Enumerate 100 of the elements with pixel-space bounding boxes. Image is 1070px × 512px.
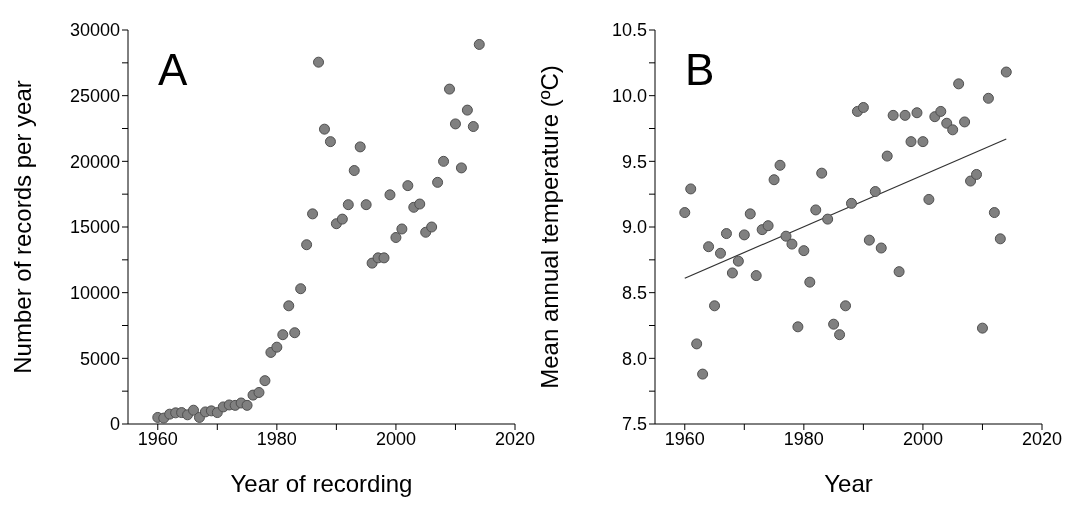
point <box>816 167 828 179</box>
point <box>863 234 875 246</box>
point <box>869 186 881 198</box>
point <box>709 300 721 312</box>
x-tick-label: 2020 <box>1021 428 1063 449</box>
y-tick-label: 10.5 <box>611 20 647 41</box>
point <box>941 117 953 129</box>
point <box>1000 66 1012 78</box>
point <box>348 165 360 177</box>
annotation: A <box>158 45 188 94</box>
point <box>432 176 444 188</box>
point <box>259 375 271 387</box>
point <box>834 329 846 341</box>
x-axis-title: Year of recording <box>230 470 413 497</box>
point <box>792 321 804 333</box>
point <box>947 124 959 136</box>
y-tick-label: 25000 <box>69 86 120 107</box>
point <box>295 283 307 295</box>
point <box>414 198 426 210</box>
x-tick-label: 1980 <box>783 428 824 449</box>
y-tick-label: 9.5 <box>621 151 647 172</box>
point <box>313 56 325 68</box>
point <box>976 322 988 334</box>
y-tick-label: 9.0 <box>621 217 647 238</box>
x-tick-label: 2000 <box>902 428 943 449</box>
y-tick-label: 15000 <box>69 217 120 238</box>
point <box>307 208 319 220</box>
point <box>780 230 792 242</box>
point <box>959 116 971 128</box>
point <box>277 329 289 341</box>
point <box>905 136 917 148</box>
point <box>473 38 485 50</box>
y-tick-label: 10.0 <box>611 86 647 107</box>
point <box>253 386 265 398</box>
y-tick-label: 20000 <box>69 151 120 172</box>
point <box>336 213 348 225</box>
y-tick-label: 5000 <box>79 348 120 369</box>
point <box>384 189 396 201</box>
point <box>857 101 869 113</box>
point <box>697 368 709 380</box>
point <box>774 159 786 171</box>
point <box>738 229 750 241</box>
point <box>354 141 366 153</box>
point <box>875 242 887 254</box>
point <box>911 107 923 119</box>
point <box>318 123 330 135</box>
y-tick-label: 0 <box>109 414 120 435</box>
point <box>899 109 911 121</box>
point <box>438 155 450 167</box>
point <box>449 118 461 130</box>
point <box>685 183 697 195</box>
y-axis-title: Number of records per year <box>8 80 36 374</box>
point <box>467 121 479 133</box>
point <box>822 213 834 225</box>
point <box>444 83 456 95</box>
point <box>923 193 935 205</box>
point <box>289 327 301 339</box>
point <box>845 197 857 209</box>
point <box>887 109 899 121</box>
y-axis-title: Mean annual temperature (ºC) <box>535 65 563 389</box>
point <box>798 245 810 257</box>
point <box>935 105 947 117</box>
y-tick-label: 8.5 <box>621 283 647 304</box>
x-axis-title: Year <box>824 470 873 497</box>
point <box>953 78 965 90</box>
point <box>301 239 313 251</box>
point <box>726 267 738 279</box>
point <box>786 238 798 250</box>
point <box>744 208 756 220</box>
point <box>679 207 691 219</box>
point <box>971 168 983 180</box>
point <box>810 204 822 216</box>
point <box>750 270 762 282</box>
point <box>994 233 1006 245</box>
point <box>360 199 372 211</box>
point <box>720 228 732 240</box>
point <box>828 318 840 330</box>
x-tick-label: 1960 <box>137 428 178 449</box>
point <box>187 404 199 416</box>
point <box>271 341 283 353</box>
point <box>917 136 929 148</box>
point <box>691 338 703 350</box>
point <box>426 221 438 233</box>
point <box>390 232 402 244</box>
point <box>396 223 408 235</box>
point <box>378 252 390 264</box>
point <box>893 266 905 278</box>
point <box>768 174 780 186</box>
point <box>342 199 354 211</box>
x-tick-label: 1960 <box>664 428 705 449</box>
point <box>804 276 816 288</box>
point <box>988 207 1000 219</box>
annotation: B <box>685 45 715 94</box>
point <box>840 300 852 312</box>
point <box>703 241 715 253</box>
y-tick-label: 8.0 <box>621 348 647 369</box>
y-tick-label: 7.5 <box>621 414 647 435</box>
point <box>324 136 336 148</box>
y-tick-label: 30000 <box>69 20 120 41</box>
x-tick-label: 2000 <box>375 428 416 449</box>
